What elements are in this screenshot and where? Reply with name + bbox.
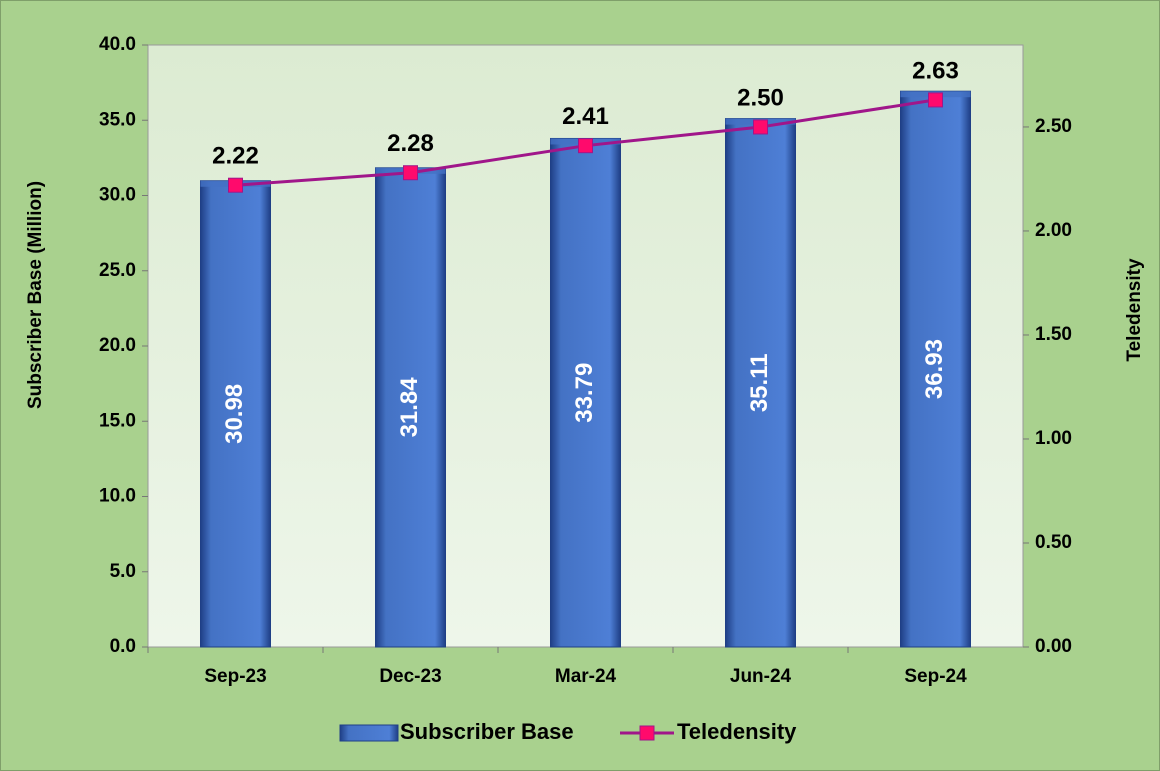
y-tick-label: 15.0 (99, 410, 136, 431)
marker (403, 165, 418, 181)
y-tick-label: 40.0 (99, 34, 136, 55)
marker (578, 138, 593, 154)
line-value-label: 2.50 (737, 84, 784, 111)
y-tick-label: 30.0 (99, 185, 136, 206)
line-value-label: 2.28 (387, 130, 434, 157)
marker (928, 92, 943, 108)
y2-tick-label: 1.50 (1035, 324, 1072, 345)
legend-label: Subscriber Base (400, 719, 574, 744)
x-tick-label: Sep-23 (204, 666, 266, 687)
y-tick-label: 5.0 (110, 561, 136, 582)
y-tick-label: 20.0 (99, 335, 136, 356)
bar-value-label: 31.84 (396, 377, 423, 438)
legend-label: Teledensity (677, 719, 797, 744)
line-value-label: 2.41 (562, 103, 609, 130)
bar-value-label: 33.79 (571, 363, 598, 423)
bar (200, 180, 271, 648)
line-value-label: 2.22 (212, 143, 259, 170)
y2-tick-label: 0.50 (1035, 532, 1072, 553)
y-tick-label: 0.0 (110, 636, 136, 657)
y-tick-label: 10.0 (99, 486, 136, 507)
y2-tick-label: 2.50 (1035, 116, 1072, 137)
marker (753, 119, 768, 135)
bar-value-label: 36.93 (921, 339, 948, 399)
legend-marker (639, 725, 655, 741)
bar (550, 137, 621, 648)
y-tick-label: 25.0 (99, 260, 136, 281)
y-tick-label: 35.0 (99, 109, 136, 130)
x-tick-label: Mar-24 (555, 666, 617, 687)
x-tick-label: Jun-24 (730, 666, 792, 687)
bar-value-label: 35.11 (746, 353, 773, 412)
legend-swatch (339, 724, 399, 742)
y2-tick-label: 1.00 (1035, 428, 1072, 449)
bar-value-label: 30.98 (221, 384, 248, 444)
x-tick-label: Dec-23 (379, 666, 441, 687)
line-value-label: 2.63 (912, 57, 959, 84)
marker (228, 177, 243, 193)
bar (375, 167, 446, 648)
y2-tick-label: 2.00 (1035, 220, 1072, 241)
bar (725, 118, 796, 648)
y2-axis-title: Teledensity (1124, 258, 1145, 362)
bar (900, 90, 971, 648)
y2-tick-label: 0.00 (1035, 636, 1072, 657)
y-axis-title: Subscriber Base (Million) (25, 181, 46, 409)
x-tick-label: Sep-24 (904, 666, 967, 687)
